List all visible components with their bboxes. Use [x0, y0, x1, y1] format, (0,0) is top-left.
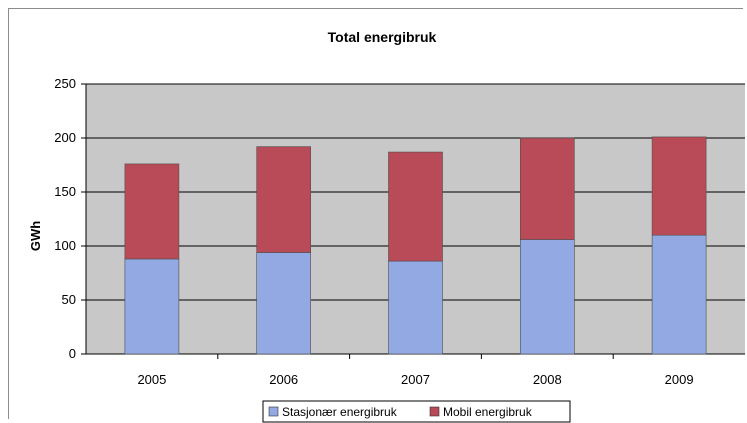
y-tick-label: 50 — [62, 292, 76, 307]
legend-label-stasjonaer: Stasjonær energibruk — [282, 405, 398, 419]
y-tick-label: 250 — [54, 76, 76, 91]
x-tick-label: 2009 — [665, 372, 694, 387]
legend: Stasjonær energibruk Mobil energibruk — [262, 400, 571, 423]
bar-stasjonaer-2008 — [519, 239, 575, 355]
x-tick-label: 2005 — [137, 372, 166, 387]
y-tick-label: 0 — [69, 346, 76, 361]
bar-stasjonaer-2009 — [651, 234, 707, 355]
bar-mobil-2007 — [388, 151, 443, 262]
y-tick-label: 150 — [54, 184, 76, 199]
chart-title: Total energibruk — [328, 29, 437, 45]
y-tick-label: 100 — [54, 238, 76, 253]
legend-swatch-stasjonaer — [268, 406, 279, 417]
y-axis-title: GWh — [28, 221, 43, 251]
bar-stasjonaer-2005 — [124, 258, 180, 355]
plot-area: 0 50 100 150 200 250 2005 2006 2007 2008 2009 — [54, 76, 745, 387]
y-tick-label: 200 — [54, 130, 76, 145]
bar-mobil-2005 — [124, 163, 180, 260]
bar-mobil-2008 — [519, 137, 575, 240]
bar-stasjonaer-2006 — [256, 252, 312, 355]
bar-mobil-2009 — [651, 136, 707, 236]
bar-stasjonaer-2007 — [388, 260, 443, 355]
legend-box — [262, 400, 571, 423]
legend-label-mobil: Mobil energibruk — [443, 405, 533, 419]
x-tick-label: 2007 — [401, 372, 430, 387]
x-tick-label: 2008 — [533, 372, 562, 387]
bar-mobil-2006 — [256, 146, 312, 253]
x-tick-label: 2006 — [269, 372, 298, 387]
legend-swatch-mobil — [429, 406, 440, 417]
